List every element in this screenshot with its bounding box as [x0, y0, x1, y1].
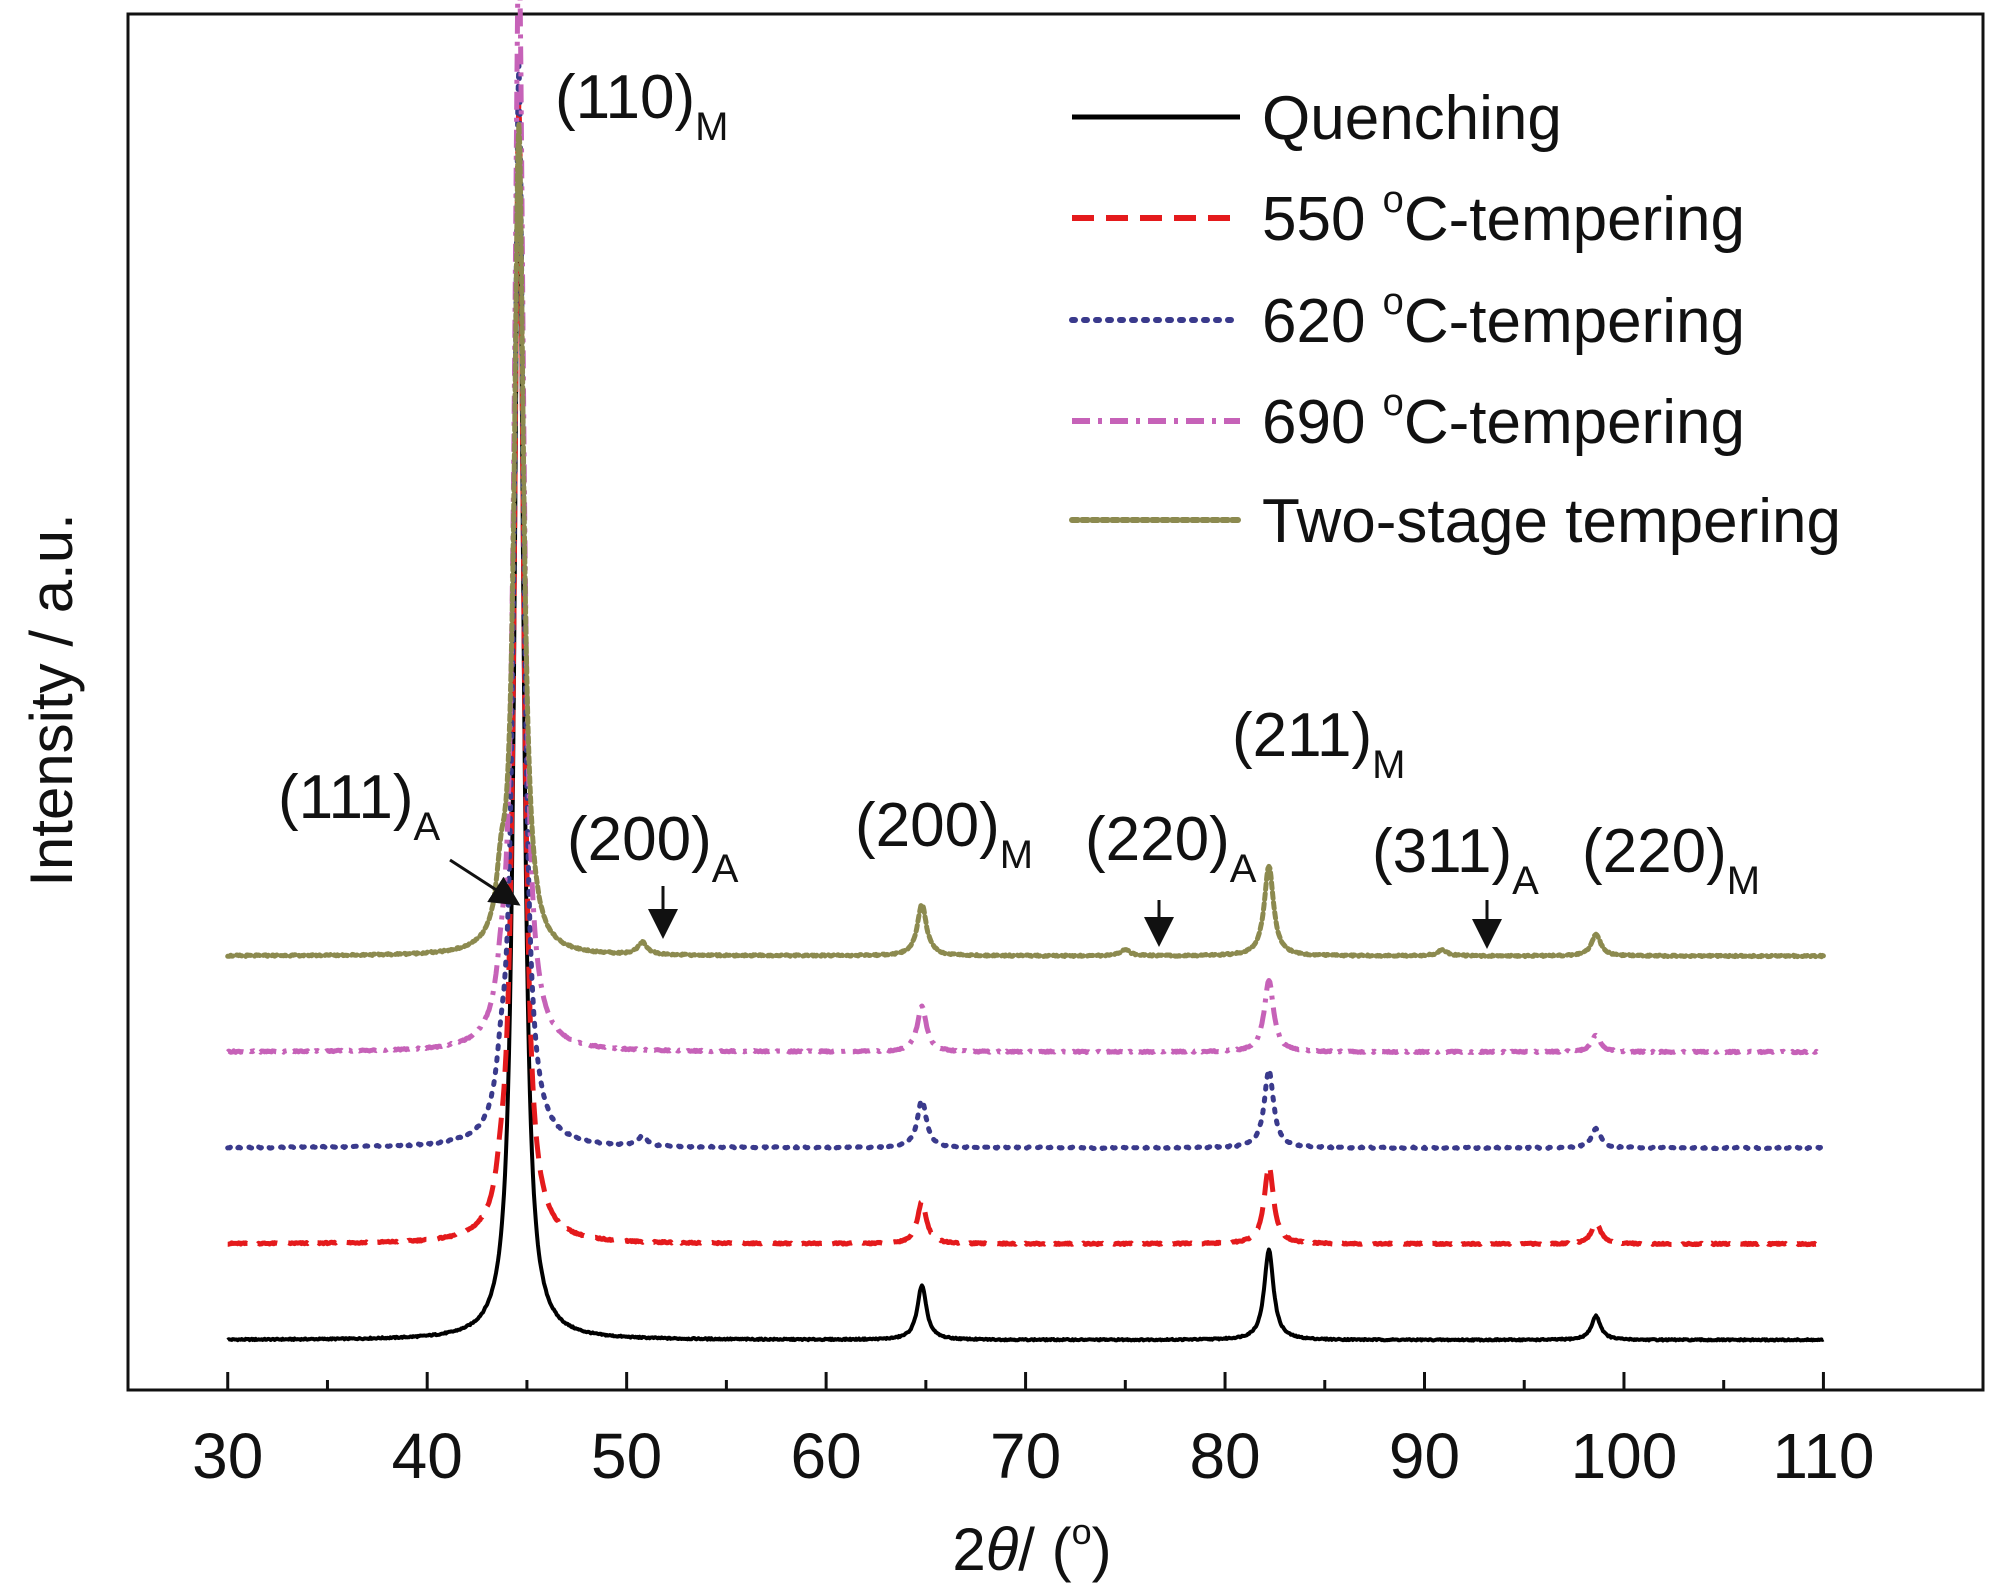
x-tick-label: 70 [990, 1420, 1061, 1492]
legend-label: 620 oC-tempering [1262, 281, 1745, 356]
peak-label: (200)A [567, 805, 739, 891]
series-line-3 [226, 0, 1825, 1056]
legend: Quenching 550 oC-tempering 620 oC-temperin… [1069, 84, 1841, 556]
peak-label: (211)M [1232, 701, 1405, 787]
peak-label: (220)A [1085, 805, 1257, 891]
series-line-0 [226, 137, 1825, 1343]
peak-label: (111)A [278, 763, 441, 849]
series-line-1 [226, 98, 1825, 1248]
x-tick-label: 90 [1389, 1420, 1460, 1492]
series-layer [225, 0, 1826, 1343]
peak-arrow [449, 858, 521, 906]
legend-label: Quenching [1262, 84, 1562, 153]
peak-label: (311)A [1372, 817, 1539, 903]
x-axis-title-degree: o [1072, 1511, 1092, 1552]
x-tick-label: 30 [192, 1420, 263, 1492]
legend-label: Two-stage tempering [1262, 487, 1841, 556]
peak-label: (200)M [855, 791, 1033, 877]
x-tick-label: 110 [1772, 1420, 1874, 1492]
x-axis-title-close: ) [1092, 1516, 1112, 1583]
series-line-2 [225, 61, 1826, 1152]
x-axis-ticks: 30 40 50 60 70 80 90 100 110 [192, 1372, 1874, 1492]
peak-label: (220)M [1582, 817, 1760, 903]
x-tick-label: 50 [591, 1420, 662, 1492]
legend-label: 690 oC-tempering [1262, 382, 1745, 457]
x-tick-label: 100 [1571, 1420, 1678, 1492]
peak-annotations: (110)M (111)A (200)A (200)M (220)A (211)M (311… [278, 63, 1760, 949]
x-tick-label: 40 [392, 1420, 463, 1492]
peak-label: (110)M [555, 63, 728, 149]
x-tick-label: 80 [1189, 1420, 1260, 1492]
x-axis-title: 2θ/ (o) [952, 1511, 1111, 1583]
legend-label: 550 oC-tempering [1262, 179, 1745, 254]
x-axis-title-theta: θ [986, 1516, 1019, 1583]
y-axis-title: Intensity / a.u. [18, 513, 85, 887]
plot-frame [126, 12, 1985, 1392]
x-axis-title-rest: / ( [1018, 1516, 1071, 1583]
x-tick-label: 60 [791, 1420, 862, 1492]
x-axis-title-prefix: 2 [952, 1516, 985, 1583]
